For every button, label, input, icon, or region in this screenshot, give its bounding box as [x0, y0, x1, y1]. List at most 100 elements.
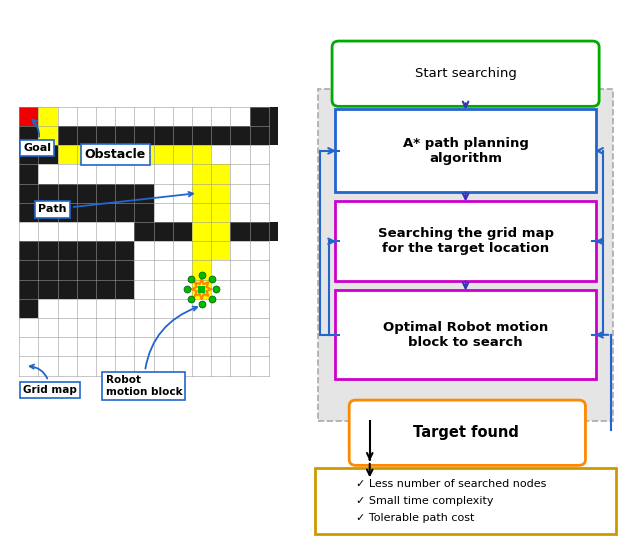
- Bar: [58, 145, 77, 164]
- Bar: [211, 184, 230, 203]
- Bar: [269, 107, 288, 126]
- Bar: [134, 184, 154, 203]
- Bar: [77, 145, 96, 164]
- Bar: [19, 241, 38, 261]
- Bar: [96, 126, 115, 145]
- Bar: [96, 261, 115, 280]
- Bar: [58, 203, 77, 222]
- Bar: [19, 280, 38, 299]
- Bar: [115, 126, 134, 145]
- Bar: [192, 222, 211, 241]
- Bar: [211, 126, 230, 145]
- FancyBboxPatch shape: [332, 41, 599, 106]
- Bar: [19, 107, 269, 376]
- FancyBboxPatch shape: [318, 88, 613, 421]
- FancyBboxPatch shape: [289, 1, 640, 544]
- Bar: [173, 145, 192, 164]
- Bar: [154, 222, 173, 241]
- Bar: [115, 261, 134, 280]
- Bar: [77, 126, 96, 145]
- Bar: [115, 241, 134, 261]
- Bar: [230, 222, 250, 241]
- Bar: [19, 299, 38, 318]
- Bar: [19, 203, 38, 222]
- Bar: [77, 280, 96, 299]
- FancyBboxPatch shape: [335, 110, 596, 192]
- Bar: [19, 145, 38, 164]
- Bar: [19, 184, 38, 203]
- Text: Searching the grid map
for the target location: Searching the grid map for the target lo…: [378, 227, 554, 256]
- Bar: [38, 145, 58, 164]
- Bar: [19, 164, 38, 184]
- Bar: [38, 107, 58, 126]
- Bar: [192, 145, 211, 164]
- Bar: [134, 126, 154, 145]
- Text: Start searching: Start searching: [415, 67, 516, 80]
- Bar: [198, 286, 205, 293]
- Bar: [154, 145, 173, 164]
- Bar: [154, 126, 173, 145]
- Bar: [192, 203, 211, 222]
- Text: Grid map: Grid map: [23, 365, 77, 395]
- Text: ✓ Less number of searched nodes
✓ Small time complexity
✓ Tolerable path cost: ✓ Less number of searched nodes ✓ Small …: [356, 479, 547, 523]
- Bar: [38, 280, 58, 299]
- Bar: [230, 126, 250, 145]
- Bar: [134, 145, 154, 164]
- Text: Path: Path: [38, 192, 193, 214]
- Bar: [115, 203, 134, 222]
- Text: Optimal Robot motion
block to search: Optimal Robot motion block to search: [383, 321, 548, 349]
- Bar: [192, 280, 211, 299]
- Bar: [115, 184, 134, 203]
- Bar: [77, 145, 96, 164]
- Bar: [58, 280, 77, 299]
- Bar: [38, 184, 58, 203]
- Bar: [58, 145, 77, 164]
- Bar: [173, 222, 192, 241]
- Bar: [250, 222, 269, 241]
- Text: Target found: Target found: [413, 425, 518, 440]
- Bar: [58, 184, 77, 203]
- Bar: [96, 145, 115, 164]
- Bar: [19, 126, 38, 145]
- Bar: [19, 261, 38, 280]
- Bar: [96, 241, 115, 261]
- Bar: [77, 261, 96, 280]
- Bar: [77, 241, 96, 261]
- Bar: [211, 222, 230, 241]
- Bar: [96, 203, 115, 222]
- Bar: [211, 164, 230, 184]
- Bar: [269, 222, 288, 241]
- Bar: [77, 203, 96, 222]
- Bar: [115, 145, 134, 164]
- Bar: [38, 241, 58, 261]
- Bar: [173, 126, 192, 145]
- Bar: [250, 107, 269, 126]
- Bar: [96, 184, 115, 203]
- Bar: [38, 126, 58, 145]
- Bar: [134, 222, 154, 241]
- Bar: [192, 184, 211, 203]
- Bar: [58, 126, 77, 145]
- Bar: [96, 280, 115, 299]
- FancyBboxPatch shape: [349, 400, 586, 465]
- Bar: [211, 203, 230, 222]
- Bar: [96, 145, 115, 164]
- Bar: [154, 145, 173, 164]
- Text: Obstacle: Obstacle: [84, 148, 146, 161]
- Bar: [58, 261, 77, 280]
- Bar: [192, 126, 211, 145]
- Bar: [250, 126, 269, 145]
- Bar: [192, 222, 211, 241]
- FancyBboxPatch shape: [315, 468, 616, 534]
- Bar: [173, 145, 192, 164]
- Bar: [38, 126, 58, 145]
- Bar: [192, 145, 211, 164]
- Bar: [269, 126, 288, 145]
- Text: A* path planning
algorithm: A* path planning algorithm: [403, 137, 529, 165]
- Bar: [211, 222, 230, 241]
- Bar: [192, 241, 211, 261]
- FancyBboxPatch shape: [335, 290, 596, 379]
- Bar: [77, 184, 96, 203]
- Bar: [115, 145, 134, 164]
- Bar: [38, 203, 58, 222]
